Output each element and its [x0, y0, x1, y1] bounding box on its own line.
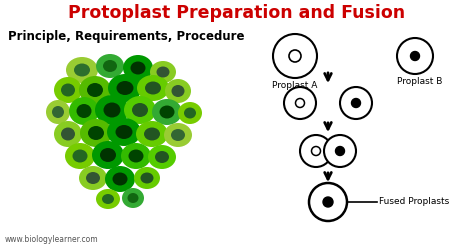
- Ellipse shape: [92, 141, 124, 169]
- Circle shape: [28, 26, 228, 226]
- Ellipse shape: [102, 194, 114, 204]
- Ellipse shape: [124, 96, 156, 124]
- Ellipse shape: [96, 54, 124, 78]
- Ellipse shape: [130, 62, 146, 74]
- Ellipse shape: [61, 127, 75, 141]
- Ellipse shape: [148, 145, 176, 169]
- Ellipse shape: [79, 166, 107, 190]
- Ellipse shape: [152, 99, 182, 125]
- Ellipse shape: [54, 121, 82, 147]
- Ellipse shape: [144, 127, 160, 141]
- Text: Proplast B: Proplast B: [397, 77, 443, 86]
- Circle shape: [336, 147, 345, 155]
- Ellipse shape: [107, 118, 141, 146]
- Ellipse shape: [95, 95, 129, 125]
- Ellipse shape: [74, 63, 90, 76]
- Circle shape: [410, 52, 419, 61]
- Ellipse shape: [117, 81, 134, 95]
- Ellipse shape: [150, 61, 176, 83]
- Ellipse shape: [88, 126, 104, 140]
- Ellipse shape: [132, 103, 148, 117]
- Ellipse shape: [140, 173, 154, 184]
- Ellipse shape: [122, 188, 144, 208]
- Ellipse shape: [87, 83, 103, 97]
- Ellipse shape: [128, 193, 138, 203]
- Ellipse shape: [171, 129, 185, 141]
- Ellipse shape: [159, 105, 174, 119]
- Circle shape: [340, 87, 372, 119]
- Ellipse shape: [145, 82, 161, 94]
- Ellipse shape: [165, 79, 191, 103]
- Ellipse shape: [123, 55, 153, 81]
- Text: Proplast A: Proplast A: [272, 81, 318, 90]
- Text: Principle, Requirements, Procedure: Principle, Requirements, Procedure: [8, 30, 245, 43]
- Ellipse shape: [105, 166, 135, 192]
- Circle shape: [352, 98, 361, 107]
- Ellipse shape: [134, 167, 160, 189]
- Circle shape: [323, 197, 333, 207]
- Ellipse shape: [46, 100, 70, 124]
- Ellipse shape: [103, 60, 117, 72]
- Ellipse shape: [96, 189, 120, 209]
- Ellipse shape: [65, 143, 95, 169]
- Circle shape: [284, 87, 316, 119]
- Ellipse shape: [164, 123, 192, 147]
- Ellipse shape: [103, 102, 120, 118]
- Text: Fused Proplasts: Fused Proplasts: [379, 197, 449, 207]
- Circle shape: [397, 38, 433, 74]
- Ellipse shape: [121, 143, 151, 169]
- Ellipse shape: [116, 125, 133, 139]
- Ellipse shape: [184, 107, 196, 119]
- Ellipse shape: [100, 148, 116, 162]
- Ellipse shape: [136, 121, 168, 147]
- Ellipse shape: [137, 75, 169, 101]
- Ellipse shape: [112, 173, 128, 186]
- Ellipse shape: [80, 119, 112, 147]
- Ellipse shape: [155, 151, 169, 163]
- Ellipse shape: [86, 172, 100, 184]
- Circle shape: [273, 34, 317, 78]
- Ellipse shape: [178, 102, 202, 124]
- Circle shape: [309, 183, 347, 221]
- Circle shape: [300, 135, 332, 167]
- Ellipse shape: [108, 74, 142, 102]
- Ellipse shape: [79, 76, 111, 104]
- Text: Protoplast Preparation and Fusion: Protoplast Preparation and Fusion: [68, 4, 406, 22]
- Circle shape: [324, 135, 356, 167]
- Ellipse shape: [172, 85, 184, 97]
- Ellipse shape: [52, 106, 64, 118]
- Ellipse shape: [156, 66, 170, 77]
- Ellipse shape: [66, 57, 98, 83]
- Ellipse shape: [61, 84, 75, 96]
- Ellipse shape: [128, 150, 144, 162]
- Ellipse shape: [76, 104, 91, 118]
- Ellipse shape: [73, 150, 88, 162]
- Text: www.biologylearner.com: www.biologylearner.com: [5, 235, 99, 244]
- Ellipse shape: [54, 77, 82, 103]
- Ellipse shape: [69, 97, 99, 125]
